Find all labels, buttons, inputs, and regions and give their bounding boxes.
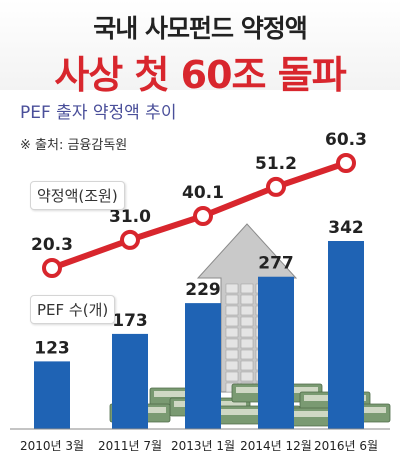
legend-line: 약정액(조원) bbox=[30, 181, 125, 210]
money-band bbox=[274, 411, 356, 417]
x-tick-label-2: 2013년 1월 bbox=[171, 439, 235, 453]
arrow-tile bbox=[225, 283, 239, 294]
bar-value-label-4: 342 bbox=[328, 218, 364, 238]
arrow-tile bbox=[240, 316, 254, 327]
arrow-tile bbox=[240, 283, 254, 294]
x-tick-label-3: 2014년 12월 bbox=[240, 439, 312, 453]
title-panel bbox=[0, 0, 400, 90]
arrow-tile bbox=[225, 294, 239, 305]
arrow-tile bbox=[225, 316, 239, 327]
line-point-0 bbox=[42, 258, 62, 278]
line-point-1 bbox=[120, 229, 140, 250]
x-tick-label-4: 2016년 6월 bbox=[314, 439, 378, 453]
line-value-label-0: 20.3 bbox=[31, 235, 73, 255]
arrow-tile bbox=[225, 305, 239, 316]
money-band bbox=[204, 409, 296, 415]
legend-bar: PEF 수(개) bbox=[30, 295, 116, 324]
line-value-label-2: 40.1 bbox=[182, 183, 224, 203]
line-point-3 bbox=[266, 176, 286, 197]
arrow-tile bbox=[225, 360, 239, 371]
arrow-tile bbox=[240, 327, 254, 338]
bar-0 bbox=[34, 361, 70, 429]
arrow-tile bbox=[225, 349, 239, 360]
bar-2 bbox=[185, 303, 221, 429]
line-point-4 bbox=[336, 153, 356, 173]
line-point-2 bbox=[193, 206, 213, 227]
x-tick-label-1: 2011년 7월 bbox=[98, 439, 162, 453]
bar-3 bbox=[258, 276, 294, 429]
arrow-tile bbox=[240, 305, 254, 316]
bar-value-label-1: 173 bbox=[112, 311, 148, 331]
arrow-tile bbox=[240, 371, 254, 382]
arrow-tile bbox=[240, 338, 254, 349]
arrow-tile bbox=[225, 371, 239, 382]
arrow-tile bbox=[225, 338, 239, 349]
headline-main: 사상 첫 60조 돌파 bbox=[54, 53, 346, 97]
bar-value-label-3: 277 bbox=[258, 254, 294, 274]
bar-value-label-0: 123 bbox=[34, 338, 70, 358]
bar-value-label-2: 229 bbox=[185, 280, 221, 300]
line-value-label-1: 31.0 bbox=[109, 207, 151, 227]
arrow-tile bbox=[240, 294, 254, 305]
arrow-tile bbox=[240, 349, 254, 360]
bar-1 bbox=[112, 333, 148, 429]
headline-top: 국내 사모펀드 약정액 bbox=[93, 14, 307, 43]
bar-4 bbox=[328, 241, 364, 429]
x-tick-label-0: 2010년 3월 bbox=[20, 439, 84, 453]
arrow-tile bbox=[225, 327, 239, 338]
chart-subtitle: PEF 출자 약정액 추이 bbox=[20, 103, 177, 123]
line-value-label-4: 60.3 bbox=[325, 130, 367, 150]
arrow-tile bbox=[240, 360, 254, 371]
line-value-label-3: 51.2 bbox=[255, 154, 297, 174]
source-note: ※ 출처: 금융감독원 bbox=[20, 138, 128, 153]
